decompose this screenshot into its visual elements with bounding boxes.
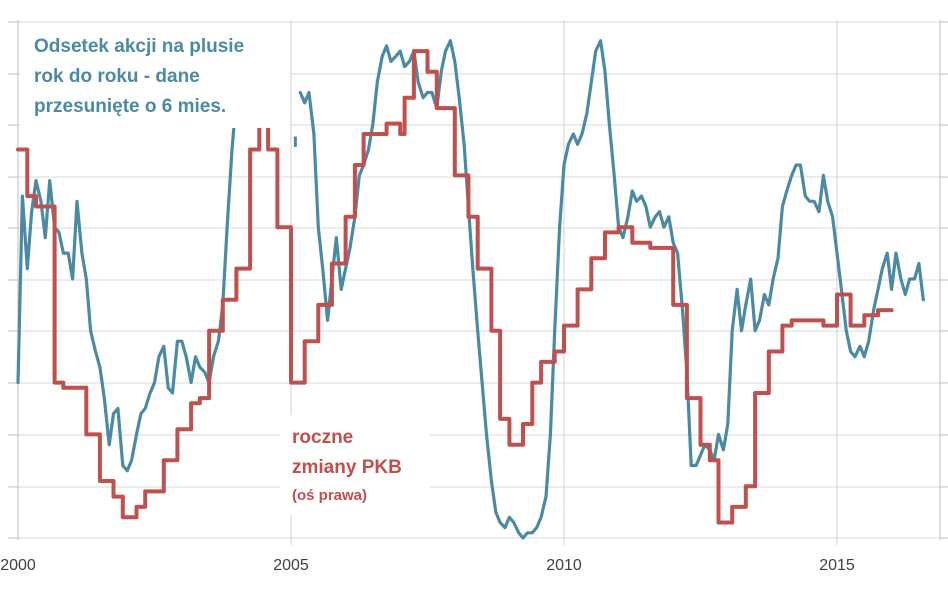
series-layer bbox=[16, 39, 925, 540]
annotation-stocks: Odsetek akcji na plusie rok do roku - da… bbox=[20, 28, 290, 128]
annotation-stocks-line-1: Odsetek akcji na plusie bbox=[34, 36, 244, 57]
axis-ticks bbox=[8, 20, 948, 540]
annotation-gdp: roczne zmiany PKB (oś prawa) bbox=[280, 415, 430, 515]
x-tick-label-2010: 2010 bbox=[546, 557, 582, 574]
x-tick-label-2000: 2000 bbox=[0, 557, 36, 574]
series-stocks-line-1 bbox=[298, 39, 925, 540]
annotation-stocks-bg bbox=[20, 28, 290, 128]
x-axis-labels: 2000 2005 2010 2015 bbox=[0, 557, 855, 574]
annotation-gdp-bg bbox=[280, 415, 430, 515]
annotation-stocks-line-2: rok do roku - dane bbox=[34, 66, 200, 87]
series-gdp bbox=[16, 49, 894, 525]
series-gdp-line-0 bbox=[16, 49, 894, 525]
annotation-gdp-axis-note: (oś prawa) bbox=[292, 487, 367, 504]
annotation-stocks-line-3: przesunięte o 6 mies. bbox=[34, 96, 226, 117]
annotation-gdp-line-2: zmiany PKB bbox=[292, 457, 402, 478]
x-tick-label-2015: 2015 bbox=[819, 557, 855, 574]
annotation-gdp-line-1: roczne bbox=[292, 427, 353, 448]
x-tick-label-2005: 2005 bbox=[273, 557, 309, 574]
